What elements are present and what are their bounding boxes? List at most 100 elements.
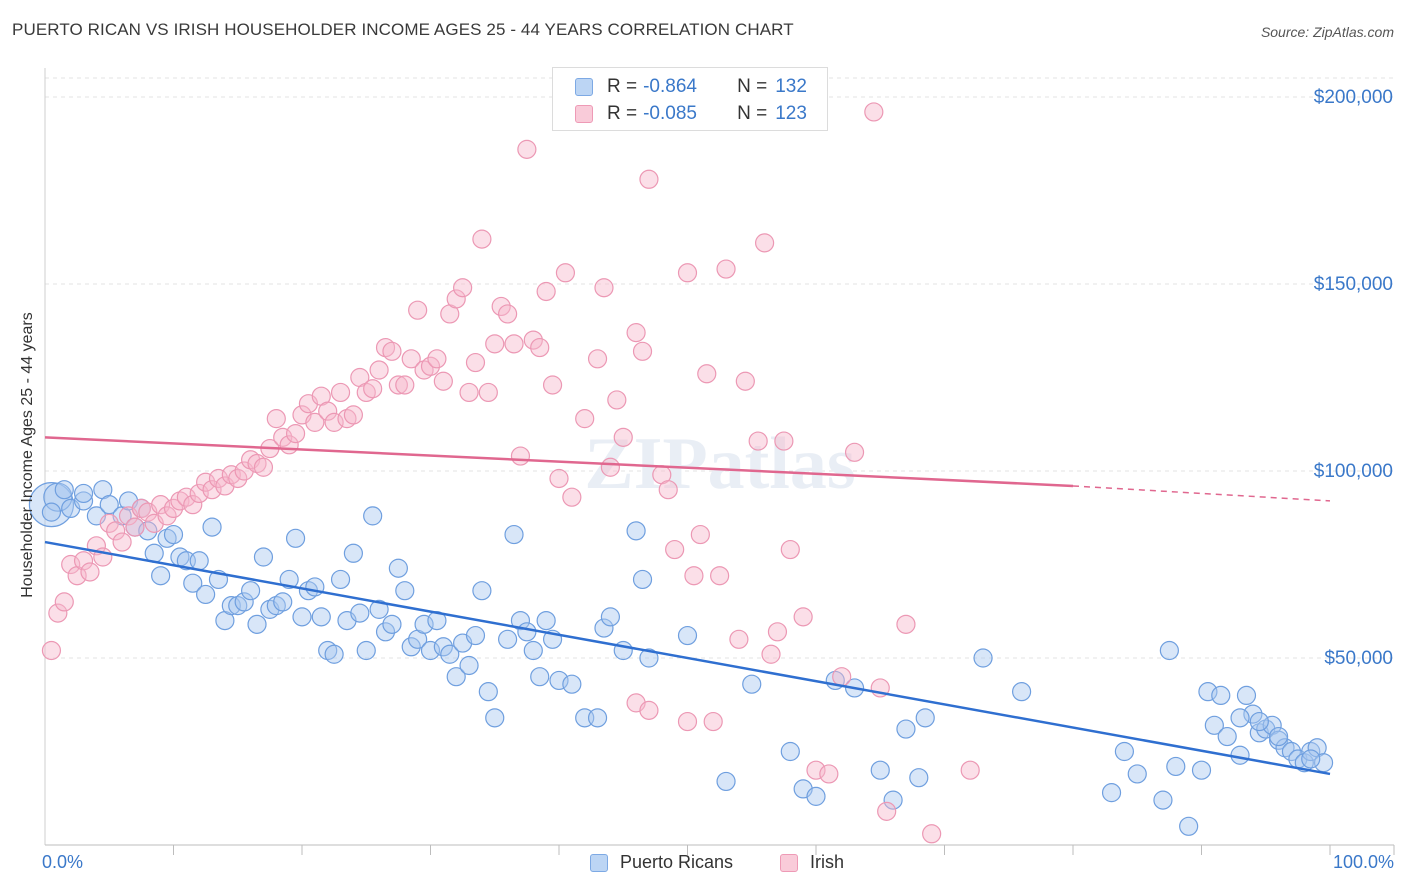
point-puerto-ricans: [247, 614, 267, 634]
point-puerto-ricans: [600, 607, 621, 627]
point-puerto-ricans: [234, 592, 254, 612]
trend-line-irish: [44, 436, 1074, 488]
point-irish: [530, 337, 550, 358]
point-puerto-ricans: [311, 607, 331, 627]
point-puerto-ricans: [742, 674, 762, 694]
point-irish: [844, 442, 865, 462]
trend-line-irish-extension: [1072, 485, 1331, 502]
point-puerto-ricans: [1243, 704, 1263, 724]
point-puerto-ricans: [330, 569, 351, 590]
legend-n-label: N =: [737, 103, 768, 124]
chart-source: Source: ZipAtlas.com: [1260, 24, 1394, 40]
point-puerto-ricans: [382, 614, 402, 634]
point-irish: [517, 139, 537, 159]
point-irish: [125, 517, 145, 537]
point-puerto-ricans: [465, 625, 486, 646]
point-irish: [504, 334, 524, 354]
point-irish: [806, 760, 826, 780]
point-irish: [690, 524, 710, 545]
point-puerto-ricans: [530, 667, 550, 687]
point-puerto-ricans: [196, 584, 216, 605]
series-legend: Puerto Ricans Irish: [0, 852, 1406, 878]
point-puerto-ricans: [1211, 685, 1231, 706]
point-puerto-ricans: [253, 547, 274, 567]
point-irish: [273, 427, 293, 447]
series-legend-swatch-irish: [780, 853, 798, 872]
point-irish: [363, 379, 383, 399]
point-puerto-ricans: [1217, 726, 1237, 747]
point-puerto-ricans: [363, 506, 383, 526]
point-irish: [408, 300, 428, 320]
point-irish: [639, 169, 659, 189]
point-puerto-ricans: [716, 771, 736, 792]
point-puerto-ricans: [459, 655, 479, 676]
point-irish: [54, 592, 74, 612]
point-puerto-ricans: [273, 592, 293, 612]
series-legend-swatch-puerto-ricans: [590, 853, 608, 872]
point-puerto-ricans: [909, 768, 929, 788]
point-irish: [427, 349, 447, 369]
point-puerto-ricans: [41, 502, 62, 522]
point-irish: [453, 278, 473, 298]
point-irish: [677, 711, 698, 732]
series-legend-item-puerto-ricans: Puerto Ricans: [590, 852, 733, 873]
point-puerto-ricans: [626, 521, 646, 541]
point-puerto-ricans: [1179, 816, 1199, 836]
point-puerto-ricans: [806, 786, 826, 806]
y-tick-label: $50,000: [1324, 648, 1393, 669]
point-irish: [523, 330, 543, 350]
point-puerto-ricans: [202, 517, 222, 537]
point-irish: [832, 667, 852, 687]
point-irish: [748, 431, 768, 451]
point-puerto-ricans: [183, 573, 203, 593]
point-irish: [774, 431, 794, 451]
point-irish: [607, 390, 627, 410]
y-tick-label: $150,000: [1314, 274, 1393, 295]
point-puerto-ricans: [388, 558, 408, 578]
point-puerto-ricans: [369, 599, 389, 619]
point-puerto-ricans: [99, 495, 119, 515]
legend-r-label: R =: [607, 103, 638, 124]
point-puerto-ricans: [375, 622, 396, 642]
point-irish: [73, 551, 94, 571]
point-puerto-ricans: [498, 629, 518, 649]
point-puerto-ricans: [549, 670, 569, 691]
point-irish: [729, 629, 749, 649]
point-irish: [382, 341, 402, 361]
point-puerto-ricans: [485, 708, 505, 728]
point-puerto-ricans: [73, 491, 94, 511]
point-puerto-ricans: [587, 708, 608, 728]
point-puerto-ricans: [54, 480, 74, 500]
point-irish: [754, 233, 775, 253]
point-irish: [491, 296, 511, 317]
y-axis-label: Householder Income Ages 25 - 44 years: [19, 312, 36, 598]
point-puerto-ricans: [356, 640, 376, 661]
series-legend-label: Puerto Ricans: [620, 852, 734, 872]
point-puerto-ricans: [1204, 715, 1224, 735]
legend-n-value: 132: [775, 76, 807, 97]
point-irish: [330, 382, 351, 403]
point-irish: [163, 498, 184, 518]
point-puerto-ricans: [472, 581, 492, 601]
point-puerto-ricans: [1191, 760, 1212, 780]
point-puerto-ricans: [504, 524, 524, 545]
point-irish: [780, 539, 800, 560]
point-irish: [632, 341, 653, 361]
point-irish: [369, 360, 389, 380]
point-irish: [446, 289, 466, 309]
point-puerto-ricans: [870, 760, 890, 780]
point-puerto-ricans: [292, 607, 312, 627]
point-puerto-ricans: [1236, 685, 1257, 706]
point-irish: [151, 495, 171, 515]
point-irish: [710, 566, 730, 586]
point-irish: [575, 409, 595, 429]
point-puerto-ricans: [1153, 790, 1173, 810]
point-puerto-ricans: [1301, 749, 1321, 769]
point-irish: [498, 304, 518, 324]
point-irish: [542, 375, 563, 395]
point-irish: [626, 323, 646, 343]
legend-row-puerto-ricans: R = -0.864 N = 132: [575, 75, 807, 99]
point-irish: [420, 356, 441, 376]
point-puerto-ricans: [523, 640, 543, 661]
